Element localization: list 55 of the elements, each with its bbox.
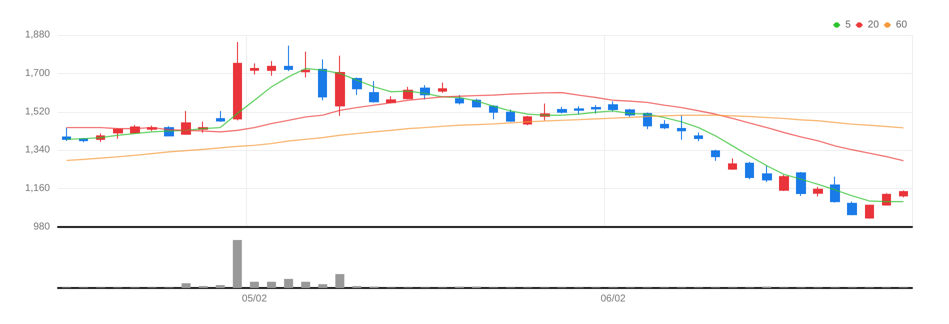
bar xyxy=(232,240,242,288)
candlestick xyxy=(233,42,242,121)
candlestick xyxy=(267,60,276,76)
candlestick xyxy=(847,201,857,216)
bar xyxy=(335,274,344,288)
line-series xyxy=(66,68,904,202)
y-tick-label: 1,160 xyxy=(24,183,50,194)
line-series xyxy=(66,114,904,162)
candlestick xyxy=(557,106,567,114)
candlestick xyxy=(728,158,737,170)
candlestick xyxy=(711,149,720,162)
candlestick xyxy=(438,82,447,94)
y-tick-label: 1,340 xyxy=(24,144,50,156)
candlestick xyxy=(591,104,601,114)
candlestick xyxy=(455,94,464,106)
bar xyxy=(250,282,259,288)
candlestick xyxy=(796,171,806,196)
candlestick xyxy=(301,51,310,78)
bar xyxy=(318,284,328,288)
candlestick xyxy=(813,186,823,197)
legend-label: 20 xyxy=(868,20,880,30)
candlestick xyxy=(574,106,584,116)
candlestick xyxy=(181,110,191,136)
x-tick-label: 06/02 xyxy=(600,294,626,304)
legend-label: 5 xyxy=(845,20,852,30)
y-tick-label: 980 xyxy=(33,222,50,232)
candlestick xyxy=(762,165,772,182)
candlestick xyxy=(830,176,840,204)
candlestick xyxy=(882,192,891,206)
candlestick xyxy=(865,204,874,220)
legend-label: 60 xyxy=(896,20,908,30)
bar xyxy=(182,283,191,288)
candlestick xyxy=(660,120,669,130)
bar xyxy=(301,282,310,288)
candlestick xyxy=(506,108,515,122)
candlestick xyxy=(113,128,123,140)
candlestick xyxy=(745,161,754,180)
candlestick xyxy=(694,132,703,142)
x-tick-label: 05/02 xyxy=(242,294,268,304)
candlestick xyxy=(489,106,498,120)
candlestick xyxy=(677,114,686,140)
y-tick-label: 1,520 xyxy=(24,106,50,118)
bar xyxy=(284,278,294,288)
candlestick xyxy=(369,80,379,104)
candlestick xyxy=(608,101,618,112)
y-tick-label: 1,700 xyxy=(24,68,50,79)
candlestick xyxy=(216,110,225,122)
candlestick xyxy=(779,174,789,192)
y-tick-label: 1,880 xyxy=(24,30,50,40)
candlestick xyxy=(250,62,259,75)
bar xyxy=(216,285,225,288)
candlestick xyxy=(284,45,293,72)
candlestick xyxy=(318,58,327,101)
bar xyxy=(267,282,276,288)
candlestick xyxy=(899,190,908,198)
